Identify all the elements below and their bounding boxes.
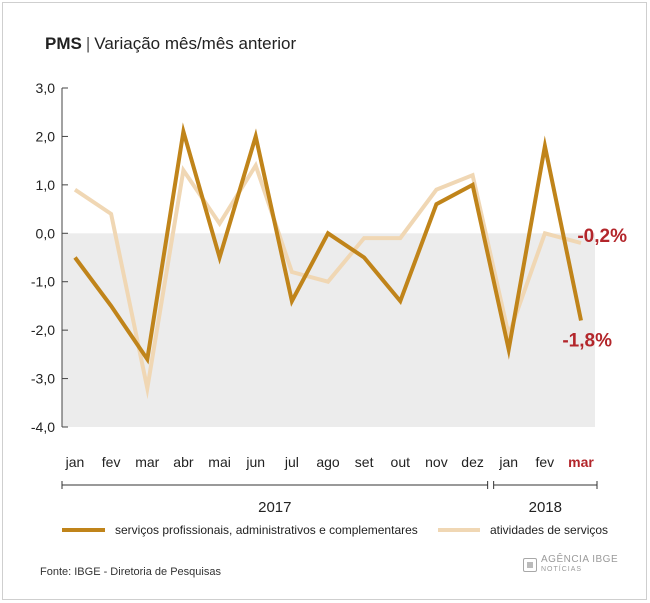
x-tick-label: fev: [536, 454, 555, 470]
title-text: Variação mês/mês anterior: [94, 34, 297, 53]
y-tick-label: 0,0: [36, 225, 56, 241]
year-label: 2018: [529, 499, 562, 516]
x-ticks: jan fev mar abr mai jun jul ago set out nov dez jan f…: [65, 454, 595, 470]
end-label-series-1: -1,8%: [562, 330, 612, 351]
x-tick-label: jul: [284, 454, 299, 470]
title-bold: PMS: [45, 34, 82, 53]
x-tick-label: mar: [568, 454, 594, 470]
agencia-ibge-logo: AGÊNCIA IBGE NOTÍCIAS: [523, 555, 618, 575]
y-tick-label: -2,0: [31, 322, 55, 338]
negative-region-band: [62, 233, 595, 427]
year-label: 2017: [258, 499, 291, 516]
legend-label-series-2: atividades de serviços: [490, 523, 608, 537]
y-tick-label: -3,0: [31, 371, 55, 387]
ibge-logo-icon: [523, 558, 537, 572]
x-tick-label: fev: [102, 454, 121, 470]
logo-text: AGÊNCIA IBGE NOTÍCIAS: [541, 555, 618, 575]
chart-title: PMS | Variação mês/mês anterior: [45, 34, 296, 54]
logo-title: AGÊNCIA IBGE: [541, 554, 619, 565]
series-layer: [73, 122, 583, 400]
x-tick-label: mai: [208, 454, 231, 470]
legend: serviços profissionais, administrativos …: [62, 523, 608, 537]
title-separator: |: [85, 34, 91, 53]
x-tick-label: dez: [461, 454, 484, 470]
y-ticks: 3,0 2,0 1,0 0,0 -1,0 -2,0 -3,0 -4,0: [31, 80, 68, 435]
x-tick-label: mar: [135, 454, 159, 470]
end-label-series-2: -0,2%: [577, 226, 627, 247]
end-labels: -0,2% -1,8%: [562, 226, 627, 351]
x-tick-label: abr: [173, 454, 194, 470]
y-tick-label: 2,0: [36, 128, 56, 144]
x-tick-label: nov: [425, 454, 448, 470]
source-note: Fonte: IBGE - Diretoria de Pesquisas: [40, 566, 221, 578]
legend-label-series-1: serviços profissionais, administrativos …: [115, 523, 418, 537]
x-tick-label: jan: [498, 454, 518, 470]
x-tick-label: ago: [316, 454, 340, 470]
year-axis: 2017 2018: [61, 481, 598, 516]
y-tick-label: 1,0: [36, 177, 56, 193]
x-tick-label: jan: [65, 454, 85, 470]
series-line-2: [73, 122, 583, 365]
y-tick-label: -1,0: [31, 274, 55, 290]
logo-subtitle: NOTÍCIAS: [541, 566, 583, 573]
y-tick-label: -4,0: [31, 419, 55, 435]
x-tick-label: out: [391, 454, 411, 470]
series-line-1: [73, 160, 582, 400]
x-tick-label: set: [355, 454, 374, 470]
y-tick-label: 3,0: [36, 80, 56, 96]
x-tick-label: jun: [245, 454, 265, 470]
